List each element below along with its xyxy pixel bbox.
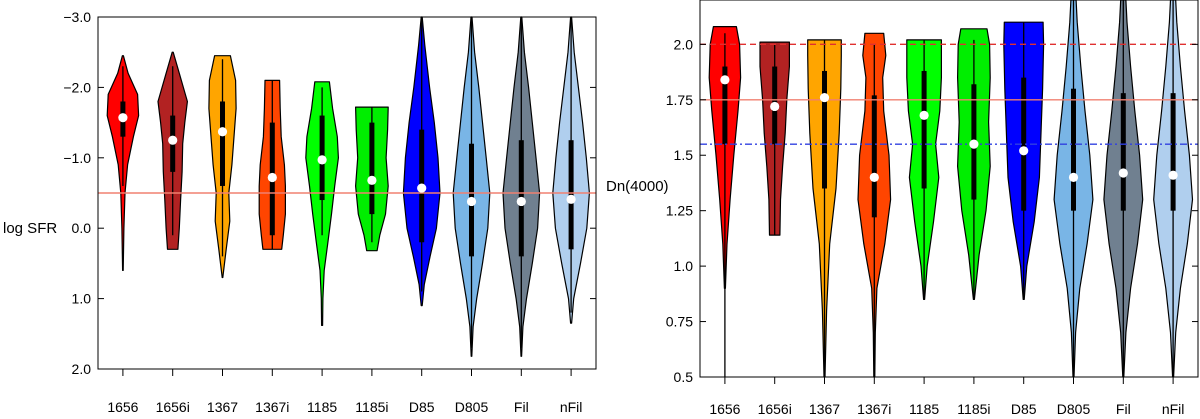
y-tick-label-4-0: 1.0 (72, 291, 92, 307)
x-tick-label-D85-0: D85 (409, 399, 435, 415)
iqr-box-1656-1 (722, 66, 728, 145)
median-dot-1367i-1 (869, 172, 879, 183)
iqr-box-1367-0 (220, 101, 225, 186)
x-tick-label-nFil-0: nFil (560, 399, 583, 415)
median-dot-1185-0 (317, 155, 327, 165)
x-tick-label-1656-0: 1656 (107, 399, 138, 415)
median-dot-1367-1 (819, 92, 830, 103)
median-dot-D85-1 (1019, 146, 1029, 156)
median-dot-1185i-0 (367, 175, 377, 185)
median-dot-D805-0 (466, 196, 477, 207)
median-dot-1656-1 (720, 75, 730, 85)
dn4000-plot-frame (699, 0, 1199, 378)
y-tick-label-3-1: 1.25 (666, 203, 693, 219)
iqr-box-Fil-1 (1120, 93, 1126, 211)
x-tick-label-1185i-1: 1185i (957, 401, 990, 417)
y-tick-label-5-1: 1.75 (666, 92, 693, 108)
y-tick-label-0-1: 0.5 (674, 369, 694, 385)
y-tick-label-1-1: 0.75 (666, 314, 693, 330)
median-dot-1367-0 (217, 127, 228, 137)
y-tick-label-2-1: 1.0 (674, 258, 694, 274)
median-dot-1367i-0 (267, 172, 277, 183)
iqr-box-1185-1 (921, 70, 927, 189)
median-dot-Fil-0 (516, 196, 526, 207)
y-tick-label-5-0: 2.0 (72, 361, 92, 377)
median-dot-1656-0 (118, 113, 128, 123)
x-tick-label-Fil-0: Fil (514, 399, 529, 415)
x-tick-label-1367-0: 1367 (207, 399, 238, 415)
x-tick-label-1185-1: 1185 (909, 401, 939, 417)
iqr-box-nFil-1 (1170, 93, 1176, 211)
median-dot-1185i-1 (969, 139, 979, 149)
y-tick-label-2-0: −1.0 (63, 150, 91, 166)
sfr-y-axis-label: log SFR (3, 220, 57, 237)
x-tick-label-Fil-1: Fil (1116, 401, 1131, 417)
x-tick-label-nFil-1: nFil (1162, 401, 1185, 417)
x-tick-label-1367i-1: 1367i (857, 401, 891, 417)
plot-area-1 (700, 0, 1198, 378)
x-tick-label-1656i-0: 1656i (156, 399, 190, 415)
y-tick-label-3-0: 0.0 (72, 220, 92, 236)
dn4000-y-axis-label: Dn(4000) (606, 178, 669, 195)
median-dot-D805-1 (1068, 172, 1079, 183)
x-tick-label-D805-0: D805 (455, 399, 489, 415)
median-dot-Fil-1 (1118, 168, 1128, 178)
x-tick-label-1367-1: 1367 (809, 401, 840, 417)
median-dot-D85-0 (417, 183, 427, 193)
median-dot-1185-1 (919, 110, 929, 120)
iqr-box-1367i-1 (871, 95, 877, 218)
x-tick-label-1656i-1: 1656i (758, 401, 792, 417)
sfr-plot-frame (97, 16, 597, 370)
iqr-box-1367-1 (822, 70, 827, 189)
x-tick-label-D85-1: D85 (1011, 401, 1037, 417)
plot-area-0 (98, 16, 596, 357)
x-tick-label-D805-1: D805 (1057, 401, 1091, 417)
sfr-violin-panel: log SFR −3.0 −2.0 −1.0 0.0 1.0 2.0 1656 1656i 13… (3, 9, 597, 415)
y-tick-label-1-0: −2.0 (63, 79, 91, 95)
x-tick-label-1367i-0: 1367i (255, 399, 289, 415)
median-dot-1656i-1 (770, 101, 780, 112)
iqr-box-1185i-0 (369, 122, 375, 215)
iqr-box-D805-1 (1071, 88, 1076, 211)
y-tick-label-6-1: 2.0 (674, 36, 694, 52)
y-tick-label-0-0: −3.0 (63, 9, 91, 25)
median-dot-nFil-1 (1168, 170, 1178, 180)
x-tick-label-1656-1: 1656 (709, 401, 740, 417)
dn4000-violin-panel: Dn(4000) 0.5 0.75 1.0 1.25 1.5 1.75 2.0 1656 165… (606, 0, 1199, 417)
x-tick-label-1185i-0: 1185i (355, 399, 388, 415)
y-tick-label-4-1: 1.5 (674, 147, 694, 163)
x-tick-label-1185-0: 1185 (307, 399, 337, 415)
median-dot-nFil-0 (566, 194, 576, 204)
median-dot-1656i-0 (168, 135, 178, 145)
iqr-box-D85-1 (1021, 77, 1027, 211)
